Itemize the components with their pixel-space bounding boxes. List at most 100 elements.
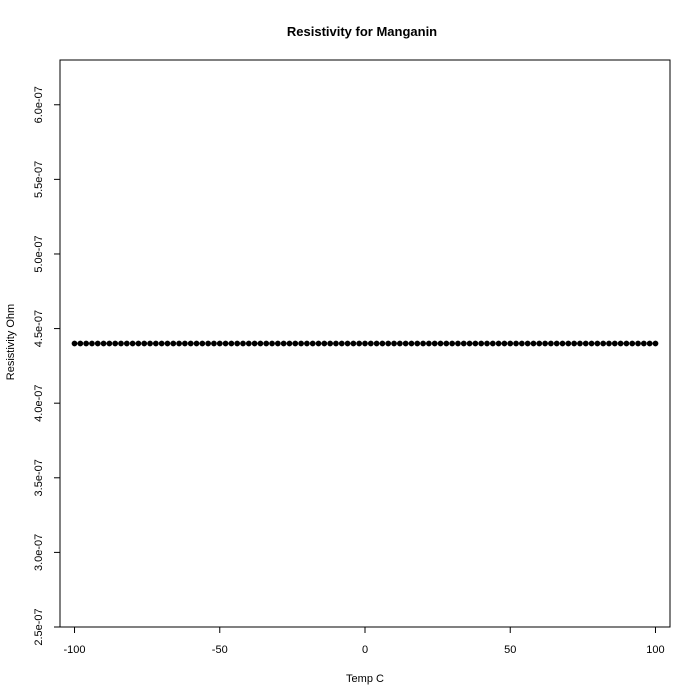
data-point xyxy=(640,340,647,347)
data-point xyxy=(129,340,136,347)
data-point xyxy=(164,340,171,347)
data-point xyxy=(379,340,386,347)
x-tick-label: -100 xyxy=(64,644,86,656)
x-axis: -100 -50 0 50 100 xyxy=(64,627,665,656)
data-point xyxy=(257,340,264,347)
y-axis-label: Resistivity Ohm xyxy=(5,304,17,380)
data-point xyxy=(222,340,229,347)
data-point xyxy=(176,340,182,347)
x-tick-label: 100 xyxy=(646,644,664,656)
data-point xyxy=(594,340,601,347)
data-point xyxy=(123,340,130,347)
data-point xyxy=(94,340,101,347)
data-point xyxy=(118,340,124,347)
data-point xyxy=(344,340,351,347)
data-point xyxy=(396,340,403,347)
data-point xyxy=(553,340,560,347)
data-point xyxy=(495,340,502,347)
data-point xyxy=(89,340,95,347)
y-axis: 2.5e-07 3.0e-07 3.5e-07 4.0e-07 4.5e-07 5.0e-… xyxy=(33,86,60,646)
data-point xyxy=(199,340,206,347)
data-point xyxy=(414,340,421,347)
data-point xyxy=(646,340,653,347)
data-point xyxy=(356,340,363,347)
data-point xyxy=(623,340,630,347)
data-point xyxy=(367,340,374,347)
data-point xyxy=(629,340,636,347)
data-point xyxy=(187,340,194,347)
y-tick-label: 3.0e-07 xyxy=(33,534,45,571)
data-point xyxy=(449,340,456,347)
data-point xyxy=(350,340,357,347)
chart-title: Resistivity for Manganin xyxy=(287,24,437,39)
data-point xyxy=(228,340,235,347)
data-point xyxy=(635,340,641,347)
data-point xyxy=(193,340,200,347)
data-point xyxy=(362,340,368,347)
data-point xyxy=(460,340,467,347)
data-point xyxy=(484,340,490,347)
data-point xyxy=(309,340,316,347)
data-point xyxy=(391,340,397,347)
y-tick-label: 6.0e-07 xyxy=(33,86,45,123)
data-point xyxy=(211,340,217,347)
data-point xyxy=(536,340,543,347)
data-point xyxy=(426,340,432,347)
data-point xyxy=(304,340,310,347)
data-point xyxy=(338,340,345,347)
data-point xyxy=(652,340,659,347)
data-point xyxy=(205,340,212,347)
data-point xyxy=(100,340,107,347)
data-point xyxy=(83,340,90,347)
data-point xyxy=(420,340,426,347)
data-point xyxy=(455,340,461,347)
data-point xyxy=(478,340,485,347)
data-point xyxy=(611,340,618,347)
data-point xyxy=(263,340,270,347)
data-points xyxy=(71,340,659,347)
data-point xyxy=(292,340,299,347)
data-point xyxy=(71,340,78,347)
data-point xyxy=(443,340,450,347)
data-point xyxy=(298,340,304,347)
data-point xyxy=(466,340,473,347)
data-point xyxy=(234,340,241,347)
data-point xyxy=(77,340,84,347)
data-point xyxy=(606,340,612,347)
x-tick-label: -50 xyxy=(212,644,228,656)
data-point xyxy=(559,340,566,347)
data-point xyxy=(548,340,554,347)
data-point xyxy=(472,340,479,347)
data-point xyxy=(437,340,444,347)
data-point xyxy=(240,340,246,347)
data-point xyxy=(182,340,188,347)
data-point xyxy=(524,340,531,347)
data-point xyxy=(507,340,514,347)
data-point xyxy=(158,340,165,347)
x-tick-label: 50 xyxy=(504,644,516,656)
data-point xyxy=(170,340,177,347)
data-point xyxy=(216,340,223,347)
data-point xyxy=(501,340,508,347)
data-point xyxy=(385,340,392,347)
data-point xyxy=(373,340,380,347)
data-point xyxy=(600,340,607,347)
data-point xyxy=(106,340,113,347)
data-point xyxy=(577,340,583,347)
data-point xyxy=(513,340,519,347)
data-point xyxy=(565,340,572,347)
data-point xyxy=(152,340,159,347)
data-point xyxy=(251,340,258,347)
data-point xyxy=(402,340,409,347)
data-point xyxy=(582,340,589,347)
x-tick-label: 0 xyxy=(362,644,368,656)
data-point xyxy=(518,340,525,347)
data-point xyxy=(269,340,275,347)
data-point xyxy=(112,340,119,347)
data-point xyxy=(280,340,287,347)
data-point xyxy=(321,340,328,347)
data-point xyxy=(431,340,438,347)
data-point xyxy=(147,340,153,347)
